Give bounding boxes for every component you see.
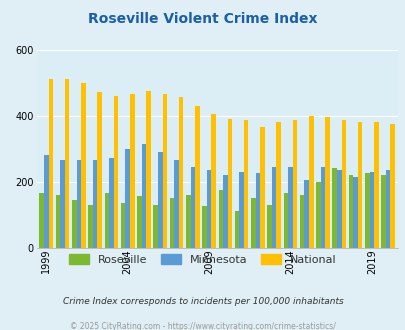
Bar xyxy=(255,173,260,248)
Bar xyxy=(65,79,69,248)
Bar xyxy=(55,195,60,248)
Bar xyxy=(162,94,167,248)
Bar xyxy=(206,170,211,248)
Bar xyxy=(158,152,162,248)
Bar xyxy=(44,155,49,248)
Bar xyxy=(125,148,130,248)
Bar xyxy=(146,91,150,248)
Bar xyxy=(141,144,146,248)
Bar xyxy=(222,175,227,248)
Bar xyxy=(260,127,264,248)
Bar xyxy=(304,180,308,248)
Bar xyxy=(276,122,280,248)
Bar xyxy=(357,122,362,248)
Text: Crime Index corresponds to incidents per 100,000 inhabitants: Crime Index corresponds to incidents per… xyxy=(62,297,343,306)
Bar xyxy=(109,158,113,248)
Bar xyxy=(324,117,329,248)
Bar xyxy=(266,205,271,248)
Bar xyxy=(97,92,102,248)
Bar xyxy=(308,115,313,248)
Bar xyxy=(93,160,97,248)
Bar xyxy=(336,170,341,248)
Bar xyxy=(299,195,304,248)
Bar xyxy=(364,173,369,248)
Bar xyxy=(271,167,276,248)
Bar xyxy=(202,206,206,248)
Bar xyxy=(72,200,77,248)
Bar xyxy=(113,96,118,248)
Bar xyxy=(211,114,215,248)
Bar xyxy=(121,203,125,248)
Bar xyxy=(178,97,183,248)
Bar xyxy=(153,205,158,248)
Bar xyxy=(218,190,222,248)
Bar xyxy=(234,211,239,248)
Bar xyxy=(373,122,378,248)
Bar xyxy=(88,205,93,248)
Bar xyxy=(39,193,44,248)
Bar xyxy=(369,172,373,248)
Bar xyxy=(332,168,336,248)
Bar xyxy=(60,160,65,248)
Bar xyxy=(315,182,320,248)
Bar xyxy=(194,106,199,248)
Legend: Roseville, Minnesota, National: Roseville, Minnesota, National xyxy=(69,254,336,265)
Bar xyxy=(380,175,385,248)
Bar xyxy=(283,193,288,248)
Bar xyxy=(169,198,174,248)
Bar xyxy=(174,160,178,248)
Bar xyxy=(185,195,190,248)
Bar xyxy=(390,124,394,248)
Bar xyxy=(341,120,345,248)
Bar xyxy=(292,120,296,248)
Text: Roseville Violent Crime Index: Roseville Violent Crime Index xyxy=(88,12,317,25)
Bar xyxy=(288,167,292,248)
Bar xyxy=(227,119,232,248)
Bar xyxy=(49,79,53,248)
Bar xyxy=(77,160,81,248)
Bar xyxy=(137,196,141,248)
Bar xyxy=(348,175,352,248)
Bar xyxy=(320,167,324,248)
Bar xyxy=(239,172,243,248)
Bar xyxy=(243,120,248,248)
Bar xyxy=(104,193,109,248)
Bar xyxy=(190,167,194,248)
Bar xyxy=(81,82,85,248)
Bar xyxy=(385,170,390,248)
Bar xyxy=(250,198,255,248)
Text: © 2025 CityRating.com - https://www.cityrating.com/crime-statistics/: © 2025 CityRating.com - https://www.city… xyxy=(70,322,335,330)
Bar xyxy=(130,94,134,248)
Bar xyxy=(352,177,357,248)
